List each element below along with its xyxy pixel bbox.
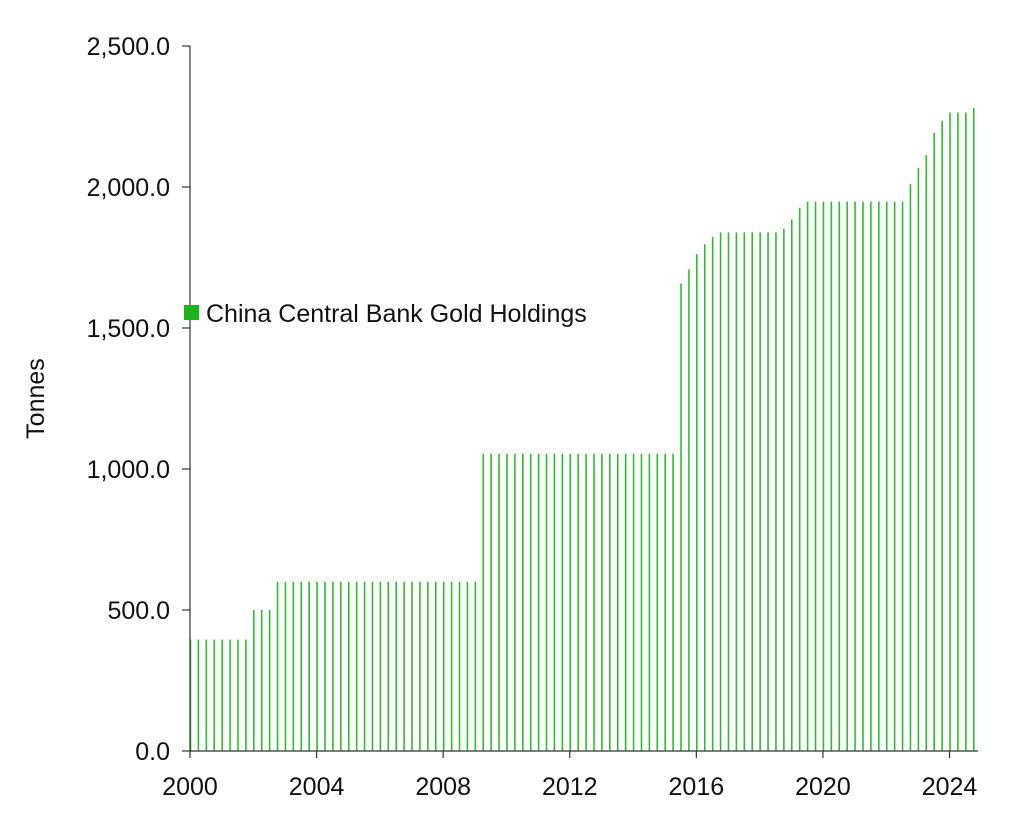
bar-series: [189, 108, 975, 751]
x-tick-label: 2004: [289, 773, 345, 801]
y-tick-label: 1,500.0: [87, 315, 170, 343]
legend-label: China Central Bank Gold Holdings: [206, 300, 587, 328]
x-tick-label: 2012: [542, 773, 598, 801]
x-tick-label: 2020: [795, 773, 851, 801]
y-tick-label: 500.0: [107, 597, 170, 625]
x-tick-label: 2024: [922, 773, 978, 801]
x-tick-label: 2016: [669, 773, 725, 801]
y-axis-label: Tonnes: [22, 358, 50, 439]
x-tick-label: 2000: [162, 773, 218, 801]
y-axis-ticks: 0.0 500.0 1,000.0 1,500.0 2,000.0 2,500.0: [87, 33, 190, 766]
y-tick-label: 2,000.0: [87, 174, 170, 202]
y-tick-label: 2,500.0: [87, 33, 170, 61]
y-tick-label: 0.0: [135, 738, 170, 766]
y-tick-label: 1,000.0: [87, 456, 170, 484]
axes: [189, 46, 978, 752]
x-tick-label: 2008: [415, 773, 471, 801]
x-axis-ticks: 2000 2004 2008 2012 2016 2020 2024: [162, 751, 977, 801]
legend: China Central Bank Gold Holdings: [184, 300, 587, 328]
legend-marker: [184, 305, 199, 320]
